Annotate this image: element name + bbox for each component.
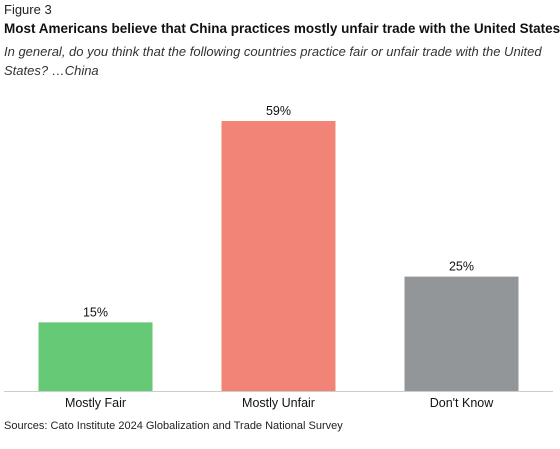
value-label-don-t-know: 25%: [449, 260, 474, 274]
bar-don-t-know: [404, 276, 519, 391]
source-note: Sources: Cato Institute 2024 Globalizati…: [4, 420, 343, 432]
bar-mostly-unfair: [221, 121, 336, 391]
category-label-mostly-unfair: Mostly Unfair: [242, 396, 315, 410]
bar-chart: 15% Mostly Fair 59% Mostly Unfair 25% Don't K…: [4, 104, 553, 410]
value-label-mostly-unfair: 59%: [266, 104, 291, 118]
figure-label: Figure 3: [4, 2, 52, 17]
category-label-don-t-know: Don't Know: [430, 396, 495, 410]
value-label-mostly-fair: 15%: [83, 305, 108, 319]
chart-title: Most Americans believe that China practi…: [4, 21, 560, 36]
category-label-mostly-fair: Mostly Fair: [65, 396, 126, 410]
bar-mostly-fair: [38, 322, 153, 391]
chart-subtitle: In general, do you think that the follow…: [4, 44, 542, 78]
